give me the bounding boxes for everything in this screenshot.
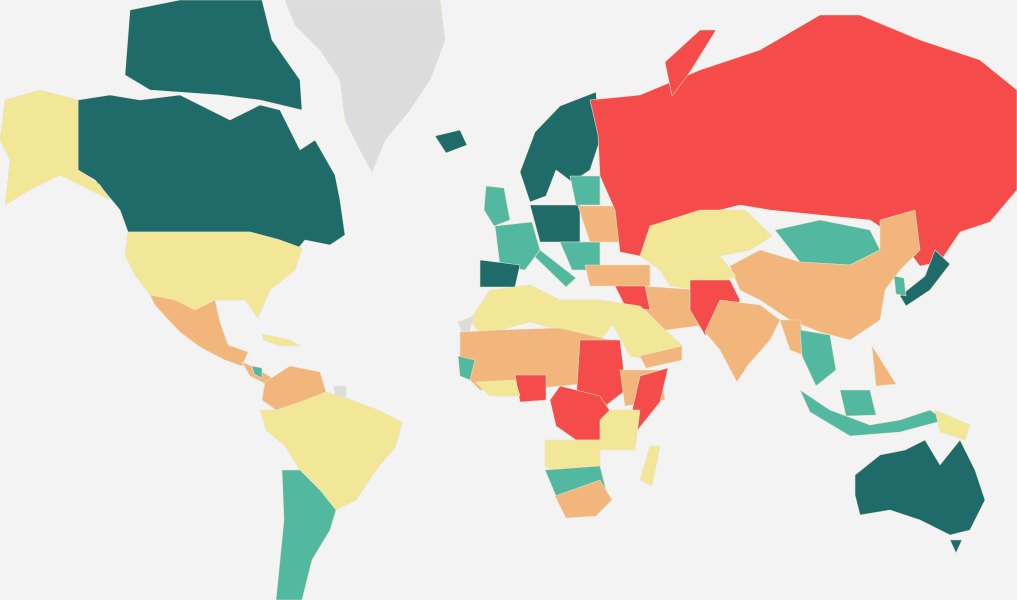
region-alaska[interactable] xyxy=(0,89,111,206)
region-nigeria[interactable] xyxy=(514,374,547,403)
region-west-coast[interactable] xyxy=(457,355,476,381)
region-turkey[interactable] xyxy=(584,264,651,287)
region-china[interactable] xyxy=(729,209,921,341)
region-baltics-belarus[interactable] xyxy=(569,175,601,206)
region-mexico[interactable] xyxy=(149,294,249,367)
region-arctic-islands[interactable] xyxy=(124,0,303,111)
region-central-america-south[interactable] xyxy=(251,365,263,379)
region-france-benelux[interactable] xyxy=(494,221,541,271)
region-papua[interactable] xyxy=(934,409,971,441)
region-canada[interactable] xyxy=(77,94,346,259)
region-gulf-of-guinea[interactable] xyxy=(474,379,521,397)
region-japan[interactable] xyxy=(899,249,951,307)
region-greenland[interactable] xyxy=(284,0,446,173)
region-brazil-andes[interactable] xyxy=(259,391,403,511)
region-russia[interactable] xyxy=(589,14,1017,267)
region-novaya-zemlya[interactable] xyxy=(664,29,717,97)
region-indochina[interactable] xyxy=(799,329,837,387)
region-iberia[interactable] xyxy=(479,259,521,288)
region-uk-ireland[interactable] xyxy=(483,185,511,227)
region-iceland[interactable] xyxy=(434,129,468,154)
region-yemen[interactable] xyxy=(639,345,683,369)
region-madagascar[interactable] xyxy=(639,445,661,487)
region-kazakhstan[interactable] xyxy=(639,209,773,271)
region-india[interactable] xyxy=(704,299,781,383)
region-southern-cone[interactable] xyxy=(275,469,337,600)
region-philippines[interactable] xyxy=(871,345,897,387)
region-iraq-syria[interactable] xyxy=(614,285,651,311)
region-caribbean[interactable] xyxy=(261,333,301,347)
region-tasmania[interactable] xyxy=(949,539,963,554)
region-scandinavia[interactable] xyxy=(519,91,601,203)
region-korea[interactable] xyxy=(893,275,907,297)
region-east-africa[interactable] xyxy=(599,409,641,451)
region-italy[interactable] xyxy=(534,249,577,288)
region-borneo[interactable] xyxy=(839,389,877,417)
region-usa[interactable] xyxy=(124,231,303,319)
region-australia[interactable] xyxy=(854,439,986,536)
region-south-africa[interactable] xyxy=(554,479,613,519)
